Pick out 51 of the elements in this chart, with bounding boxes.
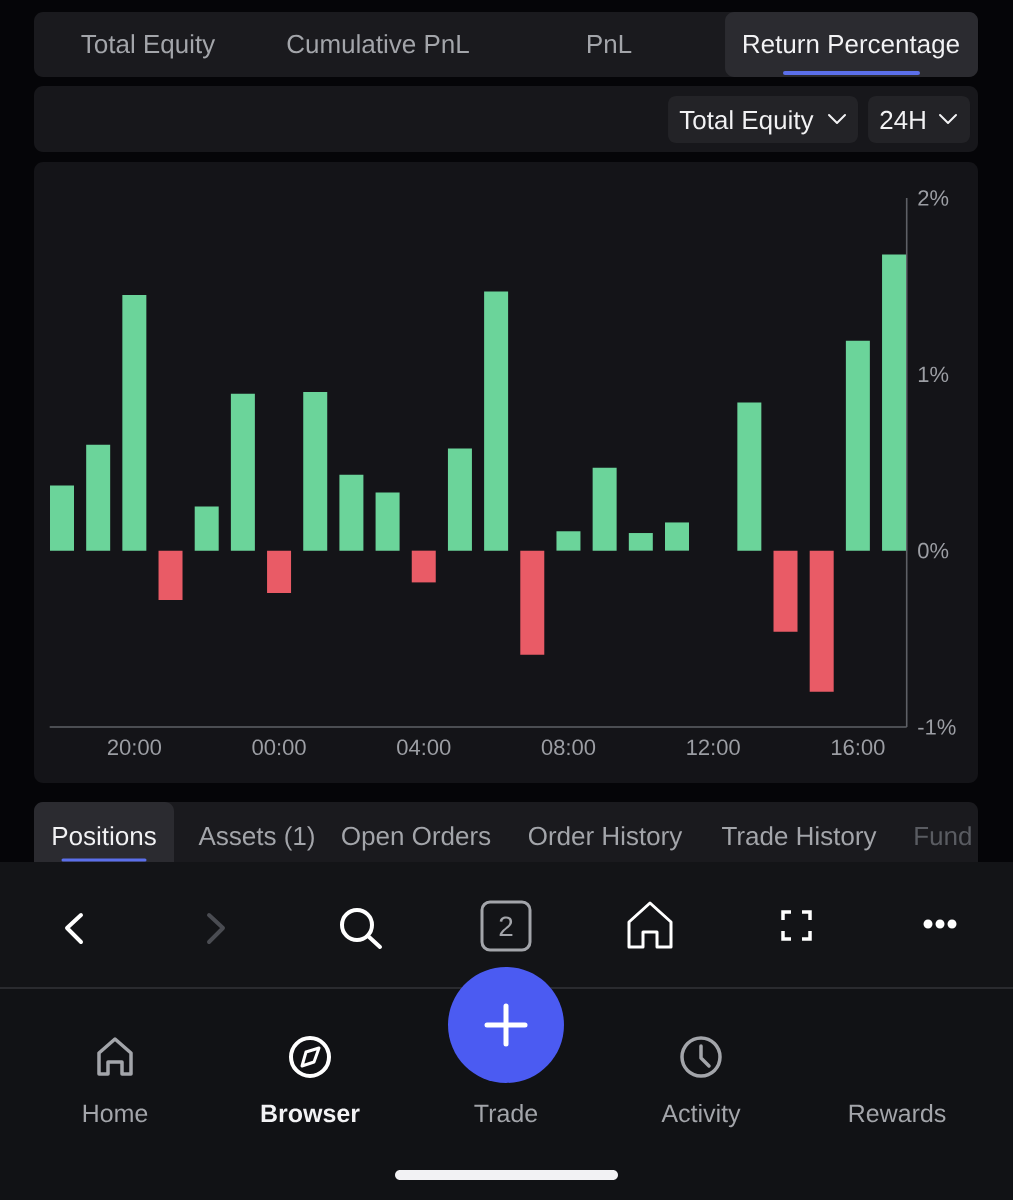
text: Order History	[528, 826, 683, 851]
chart-title: Return Percentage	[744, 35, 959, 59]
text: Trade History	[722, 826, 877, 851]
text: 2	[499, 916, 513, 936]
bar	[520, 550, 545, 655]
bar	[447, 448, 472, 551]
bar	[809, 550, 834, 692]
bar	[737, 402, 762, 551]
bar	[375, 492, 400, 551]
text: Assets (1)	[198, 826, 314, 851]
bar	[411, 550, 436, 583]
text: Positions	[53, 826, 156, 846]
bar	[628, 533, 653, 551]
bar	[86, 444, 111, 551]
text: 24H	[880, 110, 925, 129]
text: Activity	[661, 1103, 741, 1128]
bar	[122, 294, 147, 551]
text: Open Orders	[342, 826, 491, 851]
x-tick-label: 04:00	[397, 739, 451, 756]
text: Rewards	[849, 1103, 946, 1123]
bar	[267, 550, 292, 593]
bar	[773, 550, 798, 632]
bar	[158, 550, 183, 601]
text: Home	[83, 1104, 148, 1123]
bar	[230, 393, 255, 551]
text: Total Equity	[679, 110, 814, 135]
bar	[882, 254, 907, 551]
bar	[339, 474, 364, 551]
bar	[484, 291, 509, 551]
bar	[592, 467, 617, 551]
x-tick-label: 20:00	[107, 739, 162, 756]
bar	[664, 522, 689, 551]
text: Trade	[474, 1103, 538, 1123]
bar	[50, 485, 74, 551]
y-tick-label: 1%	[918, 366, 949, 383]
text: Cumulative PnL	[287, 34, 469, 54]
y-tick-label: 2%	[918, 190, 949, 206]
bar	[303, 391, 328, 551]
y-tick-label: -1%	[918, 719, 956, 735]
text: Fund	[915, 826, 971, 846]
text: Browser	[261, 1104, 360, 1123]
x-tick-label: 00:00	[252, 739, 306, 756]
bar	[845, 340, 870, 551]
x-tick-label: 16:00	[832, 739, 885, 756]
x-tick-label: 08:00	[541, 739, 596, 756]
x-tick-label: 12:00	[687, 739, 740, 756]
text: Total Equity	[81, 34, 216, 59]
text: PnL	[588, 35, 632, 53]
y-tick-label: 0%	[918, 542, 949, 559]
bar	[194, 506, 219, 551]
bar	[556, 531, 581, 551]
